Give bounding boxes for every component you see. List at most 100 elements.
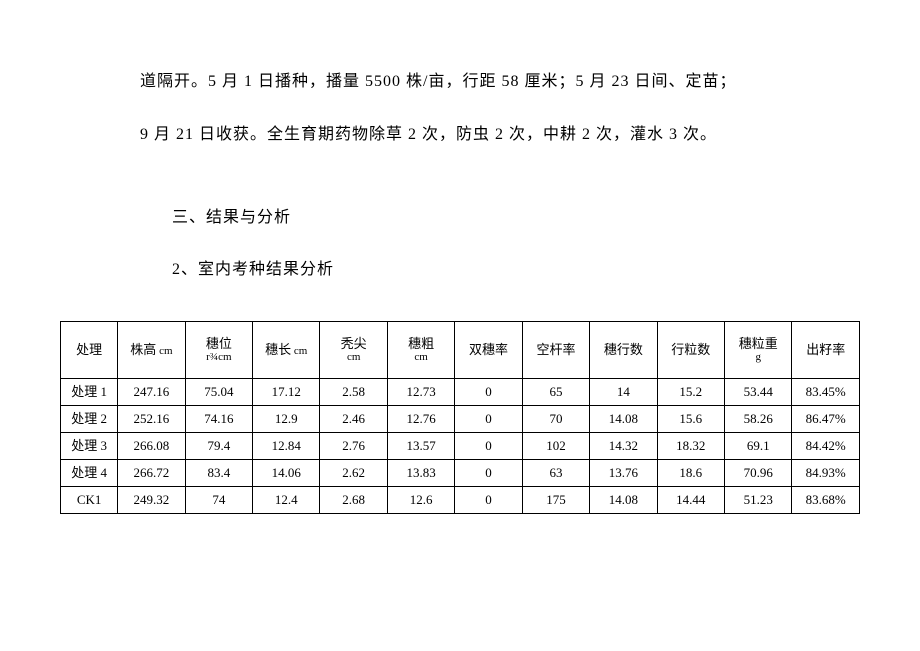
- table-cell: 2.58: [320, 379, 387, 406]
- table-cell: 12.73: [387, 379, 454, 406]
- table-cell: 79.4: [185, 433, 252, 460]
- table-container: 处理株高 cm穗位r¾cm穗长 cm秃尖cm穗粗cm双穗率空杆率穗行数行粒数穗粒…: [0, 321, 920, 514]
- col-header-label: 穗位: [206, 336, 232, 351]
- table-cell: 86.47%: [792, 406, 860, 433]
- paragraph-2: 9 月 21 日收获。全生育期药物除草 2 次，防虫 2 次，中耕 2 次，灌水…: [140, 113, 820, 158]
- table-cell: 12.84: [253, 433, 320, 460]
- table-header-row: 处理株高 cm穗位r¾cm穗长 cm秃尖cm穗粗cm双穗率空杆率穗行数行粒数穗粒…: [61, 322, 860, 379]
- col-header-label: 秃尖: [341, 336, 367, 351]
- table-head: 处理株高 cm穗位r¾cm穗长 cm秃尖cm穗粗cm双穗率空杆率穗行数行粒数穗粒…: [61, 322, 860, 379]
- table-cell: 15.2: [657, 379, 724, 406]
- col-header-unit: cm: [390, 351, 452, 364]
- table-cell: 17.12: [253, 379, 320, 406]
- table-cell: 14.08: [590, 487, 657, 514]
- results-table: 处理株高 cm穗位r¾cm穗长 cm秃尖cm穗粗cm双穗率空杆率穗行数行粒数穗粒…: [60, 321, 860, 514]
- table-cell: 2.68: [320, 487, 387, 514]
- table-row: 处理 1247.1675.0417.122.5812.730651415.253…: [61, 379, 860, 406]
- col-header-11: 出籽率: [792, 322, 860, 379]
- table-cell: 0: [455, 406, 522, 433]
- table-cell: 53.44: [725, 379, 792, 406]
- section-heading-1: 三、结果与分析: [140, 196, 820, 241]
- document-page: 道隔开。5 月 1 日播种，播量 5500 株/亩，行距 58 厘米；5 月 2…: [0, 0, 920, 321]
- section-heading-2: 2、室内考种结果分析: [140, 248, 820, 293]
- table-cell: 70: [522, 406, 589, 433]
- table-cell: 处理 1: [61, 379, 118, 406]
- table-row: CK1249.327412.42.6812.6017514.0814.4451.…: [61, 487, 860, 514]
- table-cell: 0: [455, 379, 522, 406]
- table-cell: 15.6: [657, 406, 724, 433]
- table-cell: 63: [522, 460, 589, 487]
- table-cell: 70.96: [725, 460, 792, 487]
- table-cell: 252.16: [118, 406, 185, 433]
- col-header-label: 株高: [130, 342, 156, 357]
- paragraph-1: 道隔开。5 月 1 日播种，播量 5500 株/亩，行距 58 厘米；5 月 2…: [140, 60, 820, 105]
- table-row: 处理 2252.1674.1612.92.4612.7607014.0815.6…: [61, 406, 860, 433]
- col-header-3: 穗长 cm: [253, 322, 320, 379]
- table-cell: 14.32: [590, 433, 657, 460]
- table-cell: 51.23: [725, 487, 792, 514]
- table-cell: 266.08: [118, 433, 185, 460]
- table-cell: 13.57: [387, 433, 454, 460]
- col-header-5: 穗粗cm: [387, 322, 454, 379]
- col-header-label: 穗粒重: [739, 336, 778, 351]
- table-cell: 75.04: [185, 379, 252, 406]
- table-cell: 14.44: [657, 487, 724, 514]
- table-cell: 12.6: [387, 487, 454, 514]
- col-header-6: 双穗率: [455, 322, 522, 379]
- col-header-2: 穗位r¾cm: [185, 322, 252, 379]
- table-cell: 12.9: [253, 406, 320, 433]
- col-header-4: 秃尖cm: [320, 322, 387, 379]
- table-cell: 13.76: [590, 460, 657, 487]
- col-header-label: 穗粗: [408, 336, 434, 351]
- table-cell: 65: [522, 379, 589, 406]
- col-header-7: 空杆率: [522, 322, 589, 379]
- col-header-unit: cm: [291, 345, 307, 357]
- table-cell: 12.4: [253, 487, 320, 514]
- table-cell: 175: [522, 487, 589, 514]
- table-body: 处理 1247.1675.0417.122.5812.730651415.253…: [61, 379, 860, 514]
- table-cell: 14.06: [253, 460, 320, 487]
- table-cell: 74: [185, 487, 252, 514]
- col-header-unit: g: [727, 351, 789, 364]
- table-cell: 83.4: [185, 460, 252, 487]
- col-header-9: 行粒数: [657, 322, 724, 379]
- table-cell: 18.6: [657, 460, 724, 487]
- col-header-unit: cm: [156, 345, 172, 357]
- table-cell: 14: [590, 379, 657, 406]
- table-cell: 58.26: [725, 406, 792, 433]
- table-cell: 84.93%: [792, 460, 860, 487]
- col-header-0: 处理: [61, 322, 118, 379]
- table-cell: 83.68%: [792, 487, 860, 514]
- table-cell: CK1: [61, 487, 118, 514]
- col-header-8: 穗行数: [590, 322, 657, 379]
- table-cell: 12.76: [387, 406, 454, 433]
- table-cell: 102: [522, 433, 589, 460]
- table-cell: 69.1: [725, 433, 792, 460]
- table-cell: 2.46: [320, 406, 387, 433]
- table-cell: 0: [455, 433, 522, 460]
- table-cell: 0: [455, 460, 522, 487]
- table-cell: 13.83: [387, 460, 454, 487]
- table-cell: 14.08: [590, 406, 657, 433]
- section-gap: [140, 166, 820, 196]
- table-row: 处理 3266.0879.412.842.7613.57010214.3218.…: [61, 433, 860, 460]
- table-cell: 18.32: [657, 433, 724, 460]
- col-header-1: 株高 cm: [118, 322, 185, 379]
- table-cell: 2.76: [320, 433, 387, 460]
- table-cell: 83.45%: [792, 379, 860, 406]
- table-cell: 266.72: [118, 460, 185, 487]
- table-cell: 84.42%: [792, 433, 860, 460]
- col-header-label: 穗长: [265, 342, 291, 357]
- table-cell: 0: [455, 487, 522, 514]
- col-header-10: 穗粒重g: [725, 322, 792, 379]
- table-cell: 247.16: [118, 379, 185, 406]
- table-cell: 74.16: [185, 406, 252, 433]
- table-cell: 处理 3: [61, 433, 118, 460]
- table-cell: 处理 4: [61, 460, 118, 487]
- table-row: 处理 4266.7283.414.062.6213.8306313.7618.6…: [61, 460, 860, 487]
- table-cell: 2.62: [320, 460, 387, 487]
- col-header-unit: r¾cm: [188, 351, 250, 364]
- table-cell: 处理 2: [61, 406, 118, 433]
- table-cell: 249.32: [118, 487, 185, 514]
- col-header-unit: cm: [322, 351, 384, 364]
